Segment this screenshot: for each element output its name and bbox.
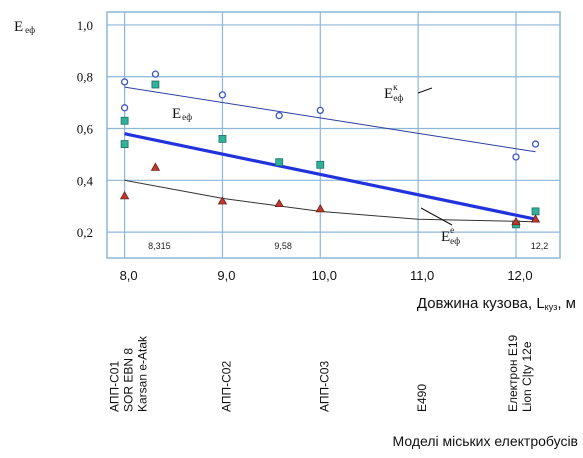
point-ek [120,104,129,112]
x-axis-label: Довжина кузова, Lкуз, м [417,295,576,312]
point-eef [531,207,540,216]
data-points [119,70,541,229]
point-ek [218,91,227,99]
x-tick-label: 9,0 [217,268,235,283]
series-label-ee: Eе еф [441,225,460,246]
inner-length-label: 12,2 [531,241,549,251]
point-ee [150,162,161,171]
inner-length-labels: 8,315 9,58 12,2 [148,241,548,251]
y-tick-label: 0,4 [77,173,94,188]
point-ek [531,140,540,148]
point-eef [120,116,129,125]
point-ek [512,153,520,161]
model-name: Електрон E19 [506,334,520,412]
point-ee [530,214,541,223]
inner-length-label: 8,315 [148,241,171,251]
point-ee [217,196,228,205]
trend-line [124,179,536,223]
trend-line [124,86,536,153]
point-eef [275,158,284,167]
model-name: Karsan e-Atak [136,335,150,412]
x-tick-label: 8,0 [120,268,138,283]
point-ee [119,191,130,200]
point-eef [151,80,160,89]
point-ek [120,78,129,86]
inner-length-label: 9,58 [274,241,292,251]
model-name: SOR EBN 8 [122,348,136,412]
x-tick-label: 12,0 [507,268,532,283]
model-name: АПП-С01 [108,361,122,412]
y-tick-label: 1,0 [77,18,93,33]
models-caption: Моделі міських електробусів [393,433,578,449]
point-ek [316,106,324,115]
point-ee [315,203,325,213]
series-label-ek: Eк еф [384,82,403,103]
x-tick-label: 10,0 [312,268,337,283]
point-eef [316,160,325,169]
point-ek [275,111,283,120]
y-tick-label: 0,2 [77,225,93,240]
bus-model-names: АПП-С01 SOR EBN 8 Karsan e-Atak АПП-С02 АПП-… [108,334,534,412]
model-name: АПП-С03 [317,361,331,412]
point-ek [151,70,160,78]
point-eef [120,140,129,148]
plot-frame [106,11,561,259]
y-axis-ticks: 1,0 0,8 0,6 0,4 0,2 [77,18,94,240]
trend-line [124,132,536,221]
series-label-ee-leader [420,207,453,226]
model-name: E490 [415,384,429,412]
series-label-eef: Eеф [172,106,192,122]
trend-lines [124,86,536,223]
model-name: Lion C|ty 12e [520,341,534,412]
point-ee [511,216,521,226]
y-tick-label: 0,8 [77,70,93,85]
series-label-ek-leader [417,87,433,94]
point-eef [218,134,227,143]
x-tick-label: 11,0 [410,268,434,283]
point-ee [274,198,284,208]
model-name: АПП-С02 [219,361,233,412]
y-tick-label: 0,6 [77,122,94,137]
x-axis-ticks: 8,0 9,0 10,0 11,0 12,0 [120,268,533,283]
